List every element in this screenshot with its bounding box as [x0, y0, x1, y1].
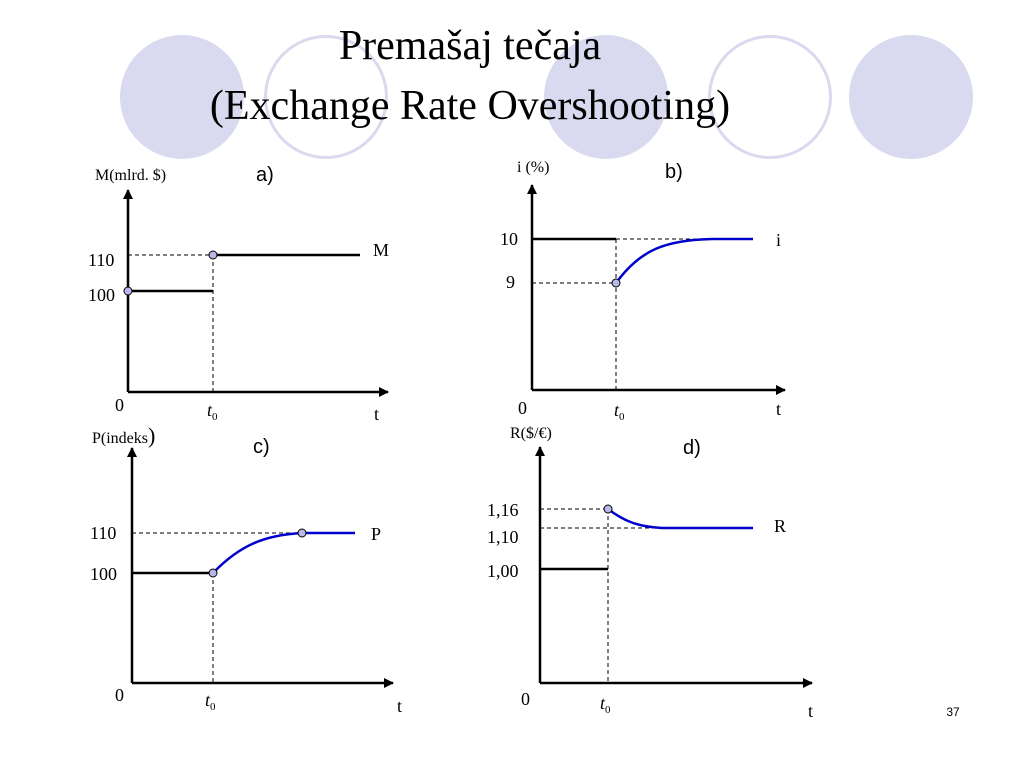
panel-b-ylabel: i (%)	[517, 159, 549, 176]
panel-c-point-100	[208, 568, 218, 578]
panel-a-point-110	[208, 250, 218, 260]
panel-c-label: c)	[253, 436, 270, 458]
panel-c: P(indeks) c) 110 100 P 0 t0 t	[90, 423, 402, 716]
panel-a: M(mlrd. $) a) 110 100 M 0 t0 t	[88, 164, 389, 424]
panel-d-tick-116: 1,16	[487, 500, 519, 520]
panel-a-ylabel: M(mlrd. $)	[95, 167, 166, 184]
panel-c-xlabel: t	[397, 696, 402, 716]
panel-b: i (%) b) 10 9 i 0 t0 t	[500, 159, 786, 423]
panel-b-point-9	[611, 278, 621, 288]
panel-d-ylabel: R($/€)	[510, 425, 552, 442]
panel-a-origin: 0	[115, 395, 124, 415]
panel-a-point-100	[123, 286, 133, 296]
panel-c-adjustment-path	[212, 531, 355, 574]
panel-c-tick-110: 110	[90, 523, 116, 543]
panel-d-adjustment-path	[607, 508, 753, 530]
panel-a-t0: t0	[207, 400, 218, 423]
decor-circle-1	[120, 35, 244, 159]
panel-c-curve-label: P	[371, 524, 381, 544]
panel-b-label: b)	[665, 161, 683, 183]
panel-d-point-116	[603, 504, 613, 514]
panel-d-label: d)	[683, 437, 701, 459]
decor-circle-2	[544, 35, 668, 159]
panel-b-tick-10: 10	[500, 229, 518, 249]
panel-a-tick-110: 110	[88, 250, 114, 270]
panel-b-adjustment-path	[614, 237, 753, 284]
panel-d: R($/€) d) 1,16 1,10 1,00 R 0 t0 t	[487, 425, 813, 721]
panel-c-origin: 0	[115, 685, 124, 705]
slide-number: 37	[946, 705, 960, 719]
panel-c-t0: t0	[205, 690, 216, 713]
decor-ring-2	[708, 35, 832, 159]
panel-c-tick-100: 100	[90, 564, 117, 584]
panel-d-origin: 0	[521, 689, 530, 709]
panel-c-ylabel: P(indeks)	[92, 423, 155, 448]
slide-title-line2: (Exchange Rate Overshooting)	[209, 83, 731, 129]
panel-d-tick-110: 1,10	[487, 527, 519, 547]
panel-a-xlabel: t	[374, 404, 379, 424]
panel-b-curve-label: i	[776, 230, 781, 250]
panel-a-tick-100: 100	[88, 285, 115, 305]
panel-d-curve-label: R	[774, 516, 786, 536]
slide-title-line1: Premašaj tečaja	[338, 23, 602, 69]
panel-a-label: a)	[256, 164, 274, 186]
panel-c-point-110	[297, 528, 307, 538]
panel-a-curve-label: M	[373, 240, 389, 260]
panel-d-t0: t0	[600, 693, 611, 716]
decor-ring-1	[264, 35, 388, 159]
panel-b-origin: 0	[518, 398, 527, 418]
panel-b-t0: t0	[614, 400, 625, 423]
panel-b-tick-9: 9	[506, 272, 515, 292]
panel-b-xlabel: t	[776, 399, 781, 419]
decor-circle-3	[849, 35, 973, 159]
panel-d-xlabel: t	[808, 701, 813, 721]
panel-d-tick-100: 1,00	[487, 561, 519, 581]
